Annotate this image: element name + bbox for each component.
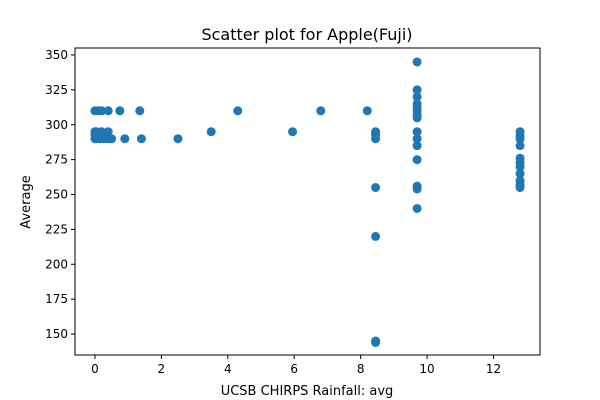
data-point [97, 106, 107, 116]
x-tick-label: 0 [91, 362, 99, 376]
x-tick-label: 4 [224, 362, 232, 376]
y-tick-label: 275 [45, 153, 68, 167]
data-point [412, 92, 422, 102]
plot-frame [74, 47, 541, 356]
data-point [135, 106, 145, 116]
data-point [107, 134, 117, 144]
data-point [412, 184, 422, 194]
y-tick-label: 225 [45, 222, 68, 236]
data-point [412, 155, 422, 165]
data-point [515, 169, 525, 179]
data-point [515, 141, 525, 151]
x-tick-label: 10 [419, 362, 434, 376]
x-tick-label: 12 [486, 362, 501, 376]
data-point [412, 57, 422, 67]
x-tick-label: 6 [290, 362, 298, 376]
data-points [90, 57, 525, 347]
y-tick-label: 350 [45, 48, 68, 62]
y-tick-label: 175 [45, 292, 68, 306]
data-point [362, 106, 372, 116]
data-point [103, 127, 113, 137]
x-axis-ticks: 0 2 4 6 8 10 12 [91, 355, 501, 376]
data-point [412, 127, 422, 137]
data-point [316, 106, 326, 116]
data-point [103, 106, 113, 116]
data-point [412, 113, 422, 123]
data-point [515, 162, 525, 172]
y-axis-label: Average [19, 175, 34, 228]
data-point [412, 141, 422, 151]
y-tick-label: 200 [45, 257, 68, 271]
data-point [371, 231, 381, 241]
chart-title: Scatter plot for Apple(Fuji) [201, 25, 412, 44]
data-point [136, 134, 146, 144]
data-point [515, 134, 525, 144]
x-axis-label: UCSB CHIRPS Rainfall: avg [221, 384, 394, 399]
data-point [515, 183, 525, 193]
data-point [120, 134, 130, 144]
y-tick-label: 250 [45, 188, 68, 202]
x-tick-label: 8 [357, 362, 365, 376]
data-point [233, 106, 243, 116]
data-point [412, 134, 422, 144]
data-point [412, 203, 422, 213]
data-point [371, 183, 381, 193]
data-point [371, 337, 381, 347]
data-point [206, 127, 216, 137]
data-point [288, 127, 298, 137]
data-point [371, 134, 381, 144]
data-point [115, 106, 125, 116]
y-tick-label: 325 [45, 83, 68, 97]
y-tick-label: 150 [45, 327, 68, 341]
y-axis-ticks: 150 175 200 225 250 275 300 325 350 [45, 48, 75, 341]
data-point [173, 134, 183, 144]
y-tick-label: 300 [45, 118, 68, 132]
data-point [412, 85, 422, 95]
x-tick-label: 2 [158, 362, 166, 376]
